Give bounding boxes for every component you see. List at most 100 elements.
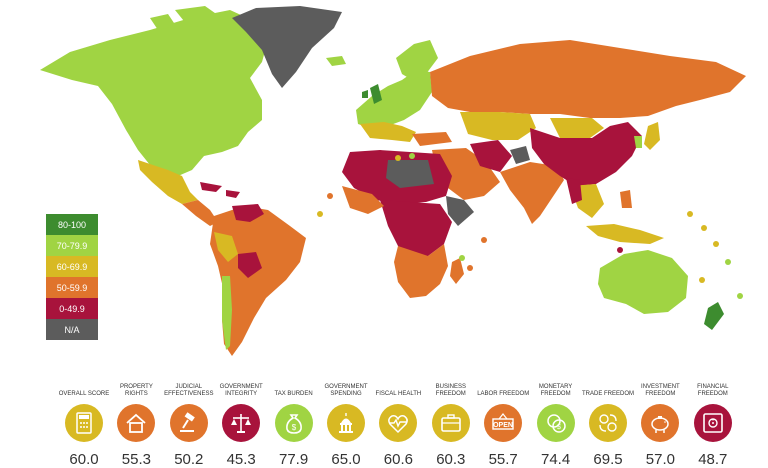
legend-item: 50-59.9: [46, 277, 98, 298]
island-marker: [617, 247, 623, 253]
indicator-score: 69.5: [593, 451, 623, 468]
region-mexico: [138, 160, 198, 204]
region-russia: [430, 40, 746, 118]
indicator-badge: [169, 404, 208, 442]
indicator-score: 60.6: [383, 451, 413, 468]
region-kazakhstan: [460, 112, 536, 140]
world-map: [40, 6, 746, 356]
indicator: TAX BURDEN $77.9: [268, 374, 320, 468]
region-china: [530, 122, 642, 186]
indicator-label: JUDICIAL EFFECTIVENESS: [164, 384, 214, 397]
indicator: JUDICIAL EFFECTIVENESS 50.2: [163, 374, 215, 468]
region-africa-west: [342, 186, 384, 214]
indicator-score: 60.0: [69, 451, 99, 468]
region-ireland: [362, 90, 368, 98]
capitol-icon: [339, 413, 353, 433]
indicator-badge: [589, 404, 627, 442]
indicator: TRADE FREEDOM 69.5: [582, 374, 634, 468]
indicator-label: PROPERTY RIGHTS: [119, 384, 153, 397]
indicator: BUSINESS FREEDOM 60.3: [425, 374, 477, 468]
region-central-america: [182, 200, 218, 226]
island-marker: [687, 211, 693, 217]
indicator-score: 65.0: [331, 451, 361, 468]
safe-icon: [702, 413, 723, 433]
island-marker: [737, 293, 743, 299]
indicator: INVESTMENT FREEDOM 57.0: [634, 374, 686, 468]
region-myanmar: [566, 178, 582, 204]
indicator-label: OVERALL SCORE: [58, 391, 110, 397]
region-venezuela: [232, 204, 264, 222]
indicator-label: MONETARY FREEDOM: [538, 384, 573, 397]
island-marker: [725, 259, 731, 265]
region-korea: [634, 136, 642, 148]
indicator-badge: [222, 404, 261, 442]
indicator-score: 55.3: [121, 451, 151, 468]
legend-item: 80-100: [46, 214, 98, 235]
map-legend: 80-100 70-79.9 60-69.9 50-59.9 0-49.9 N/A: [46, 214, 98, 340]
region-greenland: [232, 6, 342, 88]
island-marker: [327, 193, 333, 199]
region-japan: [644, 122, 660, 150]
region-south-asia: [500, 162, 564, 224]
indicator-label: BUSINESS FREEDOM: [435, 384, 466, 397]
briefcase-icon: [440, 414, 461, 432]
indicator-badge: [65, 404, 103, 442]
region-europe-south: [360, 122, 416, 142]
region-north-america: [40, 10, 268, 176]
gavel-icon: [179, 412, 195, 432]
region-bolivia: [238, 252, 262, 278]
scales-icon: [231, 414, 252, 433]
indicator-badge: [641, 404, 680, 442]
indicator-badge: OPEN: [484, 404, 523, 442]
open-sign-icon: OPEN: [492, 413, 514, 430]
region-new-zealand: [704, 302, 724, 330]
region-africa-central: [380, 200, 452, 258]
indicator: GOVERNMENT INTEGRITY 45.3: [215, 374, 267, 468]
calculator-icon: [76, 412, 92, 434]
region-libya-egypt: [386, 160, 434, 188]
indicator-score: 74.4: [540, 451, 571, 468]
indicator: LABOR FREEDOM OPEN 55.7: [477, 374, 529, 468]
region-scandinavia: [396, 40, 438, 80]
indicator-row: OVERALL SCORE 60.0 PROPERTY RIGHTS 55.3 JUDI…: [58, 374, 738, 468]
indicator-score: 60.3: [436, 451, 466, 468]
indicator-score: 45.3: [226, 451, 256, 468]
region-indonesia: [586, 224, 664, 244]
region-iceland: [326, 56, 346, 66]
region-iran: [470, 140, 512, 172]
island-marker: [467, 265, 473, 271]
house-icon: [126, 413, 146, 433]
indicator-badge: [379, 404, 418, 442]
indicator: FISCAL HEALTH 60.6: [372, 374, 424, 468]
indicator-label: GOVERNMENT SPENDING: [324, 384, 368, 397]
indicator-score: 55.7: [488, 451, 518, 468]
legend-item: 70-79.9: [46, 235, 98, 256]
island-marker: [395, 155, 401, 161]
region-uk: [370, 84, 382, 104]
island-marker: [317, 211, 323, 217]
indicator-label: INVESTMENT FREEDOM: [641, 384, 680, 397]
indicator: GOVERNMENT SPENDING 65.0: [320, 374, 372, 468]
region-caribbean: [200, 182, 240, 198]
indicator-score: 77.9: [278, 451, 309, 468]
legend-item: N/A: [46, 319, 98, 340]
indicator-badge: [117, 404, 156, 442]
indicator-badge: $: [536, 404, 575, 442]
island-marker: [481, 237, 487, 243]
island-marker: [699, 277, 705, 283]
indicator-score: 50.2: [174, 451, 204, 468]
svg-text:$: $: [291, 423, 296, 432]
indicator-label: FINANCIAL FREEDOM: [697, 384, 729, 397]
indicator-label: TRADE FREEDOM: [582, 391, 635, 397]
indicator-badge: $: [274, 404, 313, 442]
indicator-label: TAX BURDEN: [274, 391, 313, 397]
region-peru: [214, 232, 238, 262]
region-horn-of-africa: [446, 196, 474, 226]
island-marker: [701, 225, 707, 231]
legend-item: 60-69.9: [46, 256, 98, 277]
region-chile: [222, 276, 232, 350]
region-europe-west: [356, 70, 432, 128]
piggy-bank-icon: [651, 416, 670, 433]
region-mongolia: [550, 118, 604, 138]
indicator: MONETARY FREEDOM $74.4: [530, 374, 582, 468]
